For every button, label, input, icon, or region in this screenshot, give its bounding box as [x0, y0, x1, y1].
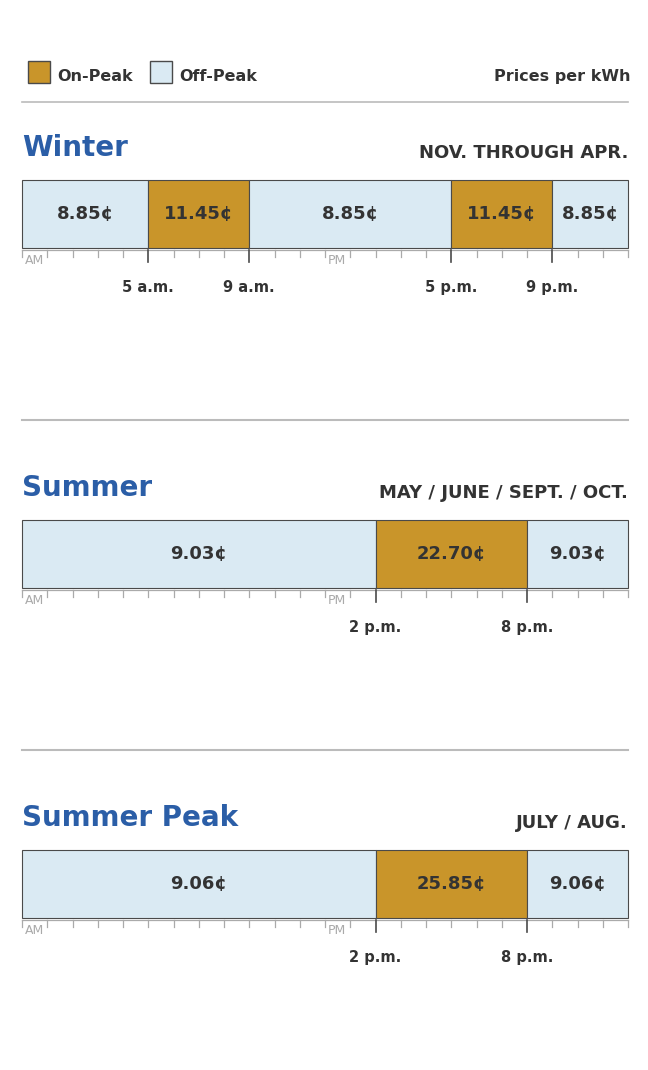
Text: 9.06¢: 9.06¢ — [549, 875, 606, 893]
Text: 2 p.m.: 2 p.m. — [349, 950, 402, 965]
Text: MAY / JUNE / SEPT. / OCT.: MAY / JUNE / SEPT. / OCT. — [379, 484, 628, 502]
Bar — [22, 850, 375, 918]
Bar — [527, 520, 628, 588]
Bar — [552, 180, 628, 248]
Text: 25.85¢: 25.85¢ — [417, 875, 486, 893]
Text: 9 a.m.: 9 a.m. — [224, 280, 275, 295]
Bar — [451, 180, 552, 248]
Bar — [375, 850, 527, 918]
Bar — [249, 180, 451, 248]
Text: 11.45¢: 11.45¢ — [467, 205, 537, 223]
Text: 8 p.m.: 8 p.m. — [501, 950, 553, 965]
Text: Summer Peak: Summer Peak — [22, 804, 238, 832]
Bar — [28, 61, 50, 83]
Text: 8.85¢: 8.85¢ — [562, 205, 619, 223]
Bar — [150, 61, 172, 83]
Bar — [527, 850, 628, 918]
Text: 9.06¢: 9.06¢ — [170, 875, 227, 893]
Text: 8.85¢: 8.85¢ — [56, 205, 113, 223]
Text: 5 p.m.: 5 p.m. — [425, 280, 478, 295]
Text: Winter: Winter — [22, 134, 128, 162]
Text: 9.03¢: 9.03¢ — [170, 545, 227, 563]
Bar — [22, 520, 375, 588]
Text: PM: PM — [328, 594, 346, 607]
Text: 8.85¢: 8.85¢ — [321, 205, 379, 223]
Text: 9.03¢: 9.03¢ — [549, 545, 606, 563]
Bar — [22, 180, 148, 248]
Text: 2 p.m.: 2 p.m. — [349, 620, 402, 635]
Text: On-Peak: On-Peak — [57, 68, 133, 85]
Text: PM: PM — [328, 924, 346, 937]
Text: 11.45¢: 11.45¢ — [164, 205, 233, 223]
Text: AM: AM — [25, 924, 44, 937]
Bar — [375, 520, 527, 588]
Text: AM: AM — [25, 254, 44, 268]
Text: Off-Peak: Off-Peak — [179, 68, 257, 85]
Text: JULY / AUG.: JULY / AUG. — [516, 814, 628, 832]
Text: PM: PM — [328, 254, 346, 268]
Text: 9 p.m.: 9 p.m. — [526, 280, 579, 295]
Bar — [148, 180, 249, 248]
Text: Prices per kWh: Prices per kWh — [494, 68, 630, 85]
Text: 8 p.m.: 8 p.m. — [501, 620, 553, 635]
Text: 5 a.m.: 5 a.m. — [122, 280, 174, 295]
Text: NOV. THROUGH APR.: NOV. THROUGH APR. — [419, 144, 628, 162]
Text: 22.70¢: 22.70¢ — [417, 545, 486, 563]
Text: AM: AM — [25, 594, 44, 607]
Text: Summer: Summer — [22, 474, 152, 502]
